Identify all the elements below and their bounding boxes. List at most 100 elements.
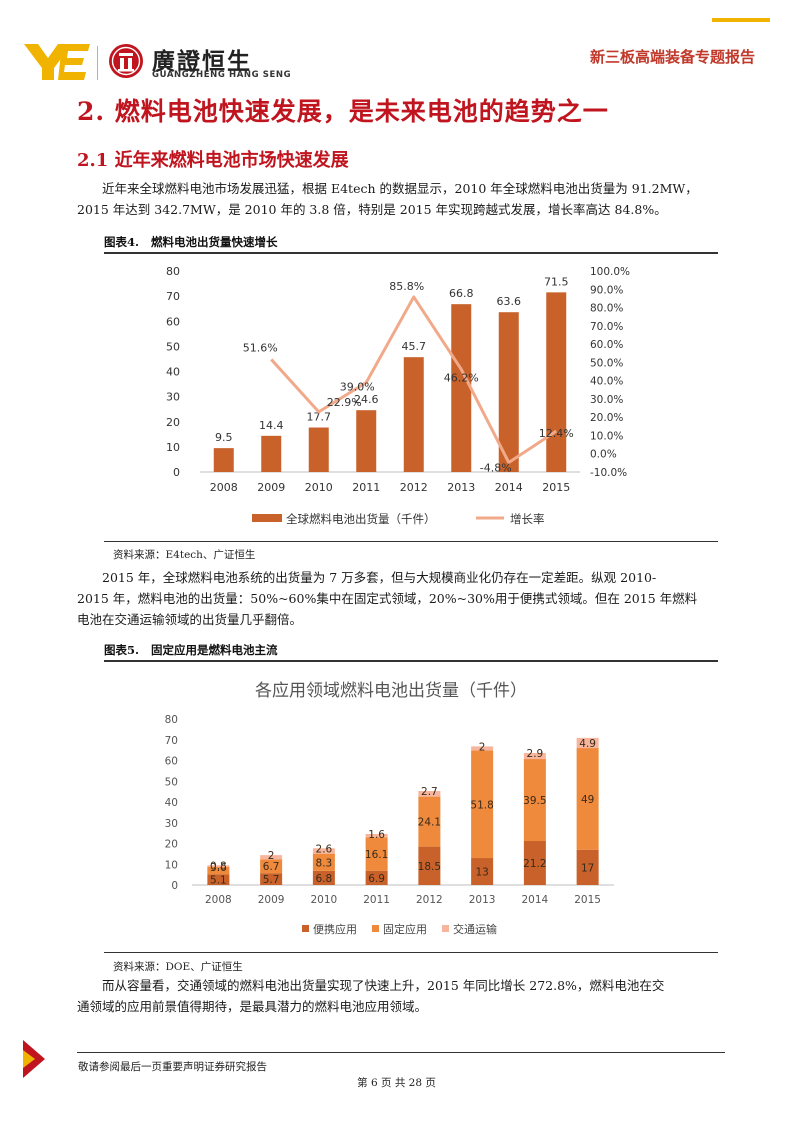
- segment-data-label: 49: [581, 794, 594, 806]
- stacked-bar-segment: [523, 841, 546, 885]
- bar: [213, 448, 234, 472]
- stacked-bar-segment: [260, 855, 283, 860]
- segment-data-label: 13: [475, 867, 488, 879]
- legend-label-bar: 全球燃料电池出货量（千件）: [286, 512, 436, 526]
- x-tick-label: 2010: [311, 894, 338, 906]
- growth-rate-line: [270, 295, 558, 464]
- figure4-source: 资料来源：E4tech、广证恒生: [113, 549, 256, 561]
- stacked-bar-segment: [312, 848, 335, 854]
- bar-data-label: 45.7: [402, 340, 427, 353]
- footer-rule: [77, 1052, 725, 1053]
- segment-data-label: 2.7: [421, 786, 438, 798]
- segment-data-label: 8.3: [316, 857, 333, 869]
- brand-name-cn: 廣證恒生: [152, 49, 252, 75]
- subsection-heading: 2.1 近年来燃料电池市场快速发展: [77, 150, 349, 171]
- stacked-bar-segment: [471, 858, 494, 885]
- y-left-tick-label: 30: [166, 391, 180, 404]
- x-tick-label: 2009: [258, 894, 285, 906]
- legend-label-line: 增长率: [510, 512, 545, 526]
- line-data-label: 22.9%: [327, 396, 362, 409]
- stacked-bar-segment: [260, 873, 283, 885]
- y-right-tick-label: 80.0%: [590, 303, 623, 315]
- paragraph-2: 2015 年，全球燃料电池系统的出货量为 7 万多套，但与大规模商业化仍存在一定…: [77, 567, 717, 630]
- y-right-tick-label: 30.0%: [590, 394, 623, 406]
- bar-data-label: 71.5: [544, 275, 569, 288]
- stacked-bar-segment: [207, 874, 230, 885]
- bar-data-label: 17.7: [307, 411, 332, 424]
- segment-data-label: 0.8: [210, 860, 227, 872]
- y-right-tick-label: 100.0%: [590, 266, 630, 278]
- legend-swatch: [302, 925, 309, 932]
- figure5-title: 固定应用是燃料电池主流: [151, 643, 278, 657]
- line-data-label: -4.8%: [480, 461, 512, 474]
- stacked-bar-segment: [576, 849, 599, 885]
- segment-data-label: 3.6: [210, 862, 227, 874]
- stacked-bar-segment: [365, 833, 388, 838]
- paragraph-line: 近年来全球燃料电池市场发展迅猛，根据 E4tech 的数据显示，2010 年全球…: [102, 181, 698, 196]
- x-tick-label: 2012: [400, 481, 428, 494]
- figure5-source: 资料来源：DOE、广证恒生: [113, 961, 243, 973]
- figure5-rule: [104, 660, 718, 662]
- y-tick-label: 30: [165, 818, 178, 830]
- y-right-tick-label: 40.0%: [590, 376, 623, 388]
- segment-data-label: 5.1: [210, 875, 227, 887]
- x-tick-label: 2011: [352, 481, 380, 494]
- segment-data-label: 17: [581, 862, 594, 874]
- shipment-growth-chart: 0 10 20 30 40 50 60 70 80 -10.0% 0.0% 10.0% 20.0% 30.…: [166, 265, 630, 526]
- stacked-bar-segment: [523, 759, 546, 842]
- stacked-bar-segment: [365, 870, 388, 885]
- segment-data-label: 5.7: [263, 874, 280, 886]
- y-tick-label: 40: [165, 797, 178, 809]
- y-right-tick-label: 20.0%: [590, 412, 623, 424]
- bar-data-label: 14.4: [259, 419, 284, 432]
- bar: [261, 435, 282, 472]
- y-right-tick-label: -10.0%: [590, 467, 627, 479]
- line-data-label: 12.4%: [539, 427, 574, 440]
- segment-data-label: 2.6: [316, 843, 333, 855]
- y-tick-label: 0: [171, 880, 178, 892]
- paragraph-line: 电池在交通运输领域的出货量几乎翻倍。: [77, 612, 303, 627]
- x-tick-label: 2009: [257, 481, 285, 494]
- figure4-rule: [104, 252, 718, 254]
- y-right-tick-label: 10.0%: [590, 430, 623, 442]
- chart-title: 各应用领域燃料电池出货量（千件）: [255, 681, 527, 701]
- x-tick-label: 2008: [210, 481, 238, 494]
- y-left-tick-label: 0: [173, 466, 180, 479]
- stacked-bar-segment: [365, 837, 388, 871]
- bar-data-label: 9.5: [215, 431, 233, 444]
- corner-decoration-icon: [23, 1040, 45, 1078]
- x-tick-label: 2013: [447, 481, 475, 494]
- y-tick-label: 70: [165, 735, 178, 747]
- y-right-tick-label: 70.0%: [590, 321, 623, 333]
- paragraph-1: 近年来全球燃料电池市场发展迅猛，根据 E4tech 的数据显示，2010 年全球…: [77, 178, 717, 220]
- figure4-label: 图表4.: [104, 235, 140, 249]
- x-tick-label: 2013: [469, 894, 496, 906]
- bar-data-label: 63.6: [497, 295, 522, 308]
- line-data-label: 85.8%: [389, 280, 424, 293]
- segment-data-label: 6.7: [263, 861, 280, 873]
- stacked-bar-segment: [418, 846, 441, 885]
- x-tick-label: 2010: [305, 481, 333, 494]
- segment-data-label: 16.1: [365, 849, 388, 861]
- stacked-bar-segment: [471, 746, 494, 751]
- footer-disclaimer: 敬请参阅最后一页重要声明证券研究报告: [78, 1061, 267, 1073]
- logo-divider: [97, 46, 98, 80]
- line-data-label: 51.6%: [243, 341, 278, 354]
- stacked-bar-segment: [207, 865, 230, 867]
- figure4-caption: 图表4. 燃料电池出货量快速增长: [104, 234, 278, 250]
- legend-label: 交通运输: [453, 922, 497, 936]
- y-tick-label: 60: [165, 756, 178, 768]
- line-data-label: 46.2%: [444, 371, 479, 384]
- stacked-bar-segment: [418, 796, 441, 847]
- x-tick-label: 2012: [416, 894, 443, 906]
- bar: [308, 427, 329, 472]
- paragraph-line: 2015 年，全球燃料电池系统的出货量为 7 万多套，但与大规模商业化仍存在一定…: [102, 570, 657, 585]
- y-left-tick-label: 10: [166, 441, 180, 454]
- bar: [546, 292, 567, 472]
- report-title: 新三板高端装备专题报告: [589, 48, 755, 66]
- segment-data-label: 18.5: [418, 861, 441, 873]
- brand-name-en: GUANGZHENG HANG SENG: [152, 70, 292, 80]
- stacked-bar-segment: [312, 870, 335, 885]
- x-tick-label: 2015: [574, 894, 601, 906]
- segment-data-label: 21.2: [523, 858, 546, 870]
